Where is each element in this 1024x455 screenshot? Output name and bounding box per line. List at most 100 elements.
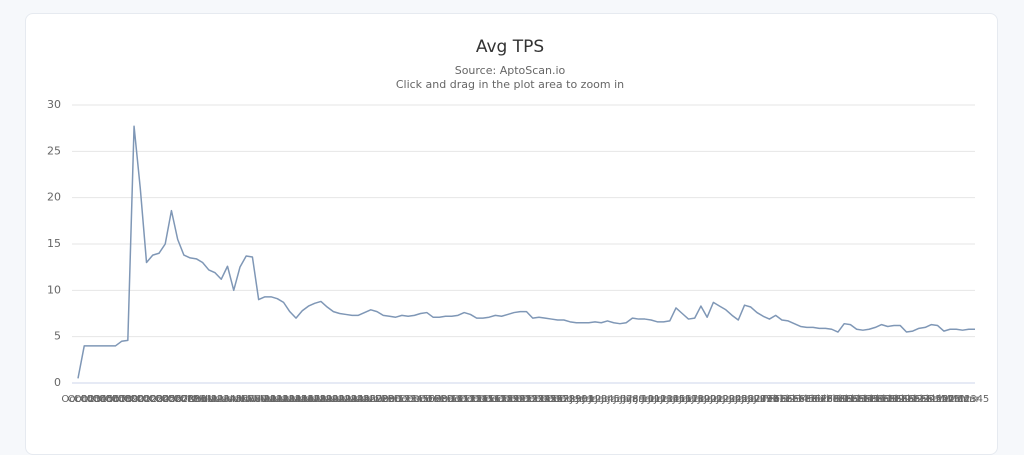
x-tick-label: Dec 5 (400, 394, 429, 405)
x-tick-label: Jan 30 (747, 394, 779, 405)
x-tick-label: Feb 3 (775, 394, 802, 405)
x-tick-label: Jan 5 (594, 394, 620, 405)
x-tick-label: Jan 25 (715, 394, 747, 405)
x-tick-label: Dec 13 (447, 394, 482, 405)
x-tick-label: Oct 19 (105, 394, 138, 405)
x-tick-label: Feb 7 (799, 394, 826, 405)
chart-card (25, 13, 998, 455)
x-tick-label: Jan 16 (659, 394, 691, 405)
x-tick-label: Nov 15 (272, 394, 307, 405)
x-tick-label: Oct 29 (167, 394, 200, 405)
x-tick-label: Nov 21 (309, 394, 344, 405)
x-tick-label: Dec 28 (540, 394, 575, 405)
x-tick-label: Dec 1 (375, 394, 404, 405)
x-tick-label: Jan 11 (628, 394, 660, 405)
x-tick-label: Jan 28 (734, 394, 766, 405)
x-tick-label: Nov 7 (225, 394, 254, 405)
x-tick-label: Nov 8 (232, 394, 261, 405)
y-tick-label: 10 (47, 283, 61, 296)
x-tick-label: Nov 23 (322, 394, 357, 405)
x-tick-label: Feb 23 (896, 394, 930, 405)
x-tick-label: Jan 23 (703, 394, 735, 405)
x-tick-label: Feb 28 (927, 394, 961, 405)
x-tick-label: Feb 26 (915, 394, 949, 405)
x-tick-label: Feb 16 (852, 394, 886, 405)
x-tick-label: Nov 18 (291, 394, 326, 405)
x-tick-label: Feb 1 (762, 394, 789, 405)
x-tick-label: Oct 21 (117, 394, 150, 405)
x-tick-label: Feb 15 (846, 394, 880, 405)
x-tick-label: Dec 21 (496, 394, 531, 405)
x-tick-label: Dec 4 (394, 394, 423, 405)
x-tick-label: Nov 22 (316, 394, 351, 405)
x-tick-label: Jan 22 (697, 394, 729, 405)
x-tick-label: Feb 8 (806, 394, 833, 405)
x-tick-label: Feb 18 (865, 394, 899, 405)
x-tick-label: Nov 1 (188, 394, 217, 405)
x-tick-label: Mar 2 (942, 394, 970, 405)
x-tick-label: Dec 27 (534, 394, 569, 405)
x-tick-label: Dec 3 (387, 394, 416, 405)
x-tick-label: Feb 21 (883, 394, 917, 405)
x-tick-label: Feb 13 (834, 394, 868, 405)
x-tick-label: Oct 30 (174, 394, 207, 405)
x-tick-label: Dec 17 (471, 394, 506, 405)
x-tick-label: Nov 25 (334, 394, 369, 405)
x-tick-label: Jan 14 (647, 394, 679, 405)
x-tick-label: Nov 29 (359, 394, 394, 405)
x-tick-label: Jan 6 (600, 394, 626, 405)
x-tick-label: Mar 3 (948, 394, 976, 405)
x-tick-label: Oct 26 (149, 394, 182, 405)
y-tick-label: 30 (47, 98, 61, 111)
x-tick-label: Nov 2 (194, 394, 223, 405)
x-tick-label: Feb 27 (921, 394, 955, 405)
x-tick-label: Nov 4 (207, 394, 236, 405)
x-tick-label: Oct 25 (142, 394, 175, 405)
x-tick-label: Dec 10 (428, 394, 463, 405)
x-tick-label: Nov 5 (213, 394, 242, 405)
x-tick-label: Nov 9 (238, 394, 267, 405)
x-tick-label: Jan 15 (653, 394, 685, 405)
x-tick-label: Jan 19 (678, 394, 710, 405)
x-tick-label: Oct 12 (61, 394, 94, 405)
x-tick-label: Jan 10 (622, 394, 654, 405)
x-tick-label: Jan 13 (641, 394, 673, 405)
x-tick-label: Jan 20 (684, 394, 716, 405)
x-tick-label: Nov 13 (260, 394, 295, 405)
x-tick-label: Jan 3 (582, 394, 608, 405)
data-line (77, 125, 975, 379)
chart-note: Click and drag in the plot area to zoom … (396, 78, 624, 91)
y-tick-label: 0 (54, 376, 61, 389)
x-tick-label: Feb 14 (840, 394, 874, 405)
x-tick-label: Mar 1 (936, 394, 964, 405)
x-tick-label: Jan 29 (740, 394, 772, 405)
x-tick-label: Jan 27 (728, 394, 760, 405)
x-tick-label: Oct 17 (93, 394, 126, 405)
x-tick-label: Nov 16 (278, 394, 313, 405)
x-tick-label: Jan 8 (613, 394, 639, 405)
x-tick-label: Nov 17 (285, 394, 320, 405)
x-tick-label: Nov 27 (347, 394, 382, 405)
x-tick-label: Oct 20 (111, 394, 144, 405)
x-tick-label: Jan 17 (666, 394, 698, 405)
x-tick-label: Oct 15 (80, 394, 113, 405)
chart-subtitle: Source: AptoScan.io (455, 64, 566, 77)
chart-title: Avg TPS (476, 37, 544, 57)
x-tick-label: Jan 4 (588, 394, 614, 405)
x-tick-label: Jan 18 (672, 394, 704, 405)
x-tick-label: Dec 20 (490, 394, 525, 405)
x-tick-label: Feb 17 (859, 394, 893, 405)
x-tick-label: Oct 18 (99, 394, 132, 405)
x-tick-label: Dec 24 (515, 394, 550, 405)
x-tick-label: Feb 19 (871, 394, 905, 405)
x-tick-label: Oct 27 (155, 394, 188, 405)
x-tick-label: Feb 11 (821, 394, 855, 405)
x-tick-label: Feb 24 (902, 394, 936, 405)
x-tick-label: Jan 7 (606, 394, 632, 405)
x-tick-label: Feb 10 (815, 394, 849, 405)
x-tick-label: Oct 28 (161, 394, 194, 405)
x-tick-label: Nov 19 (297, 394, 332, 405)
x-tick-label: Jan 24 (709, 394, 741, 405)
x-tick-label: Mar 5 (961, 394, 989, 405)
x-tick-label: Nov 26 (341, 394, 376, 405)
